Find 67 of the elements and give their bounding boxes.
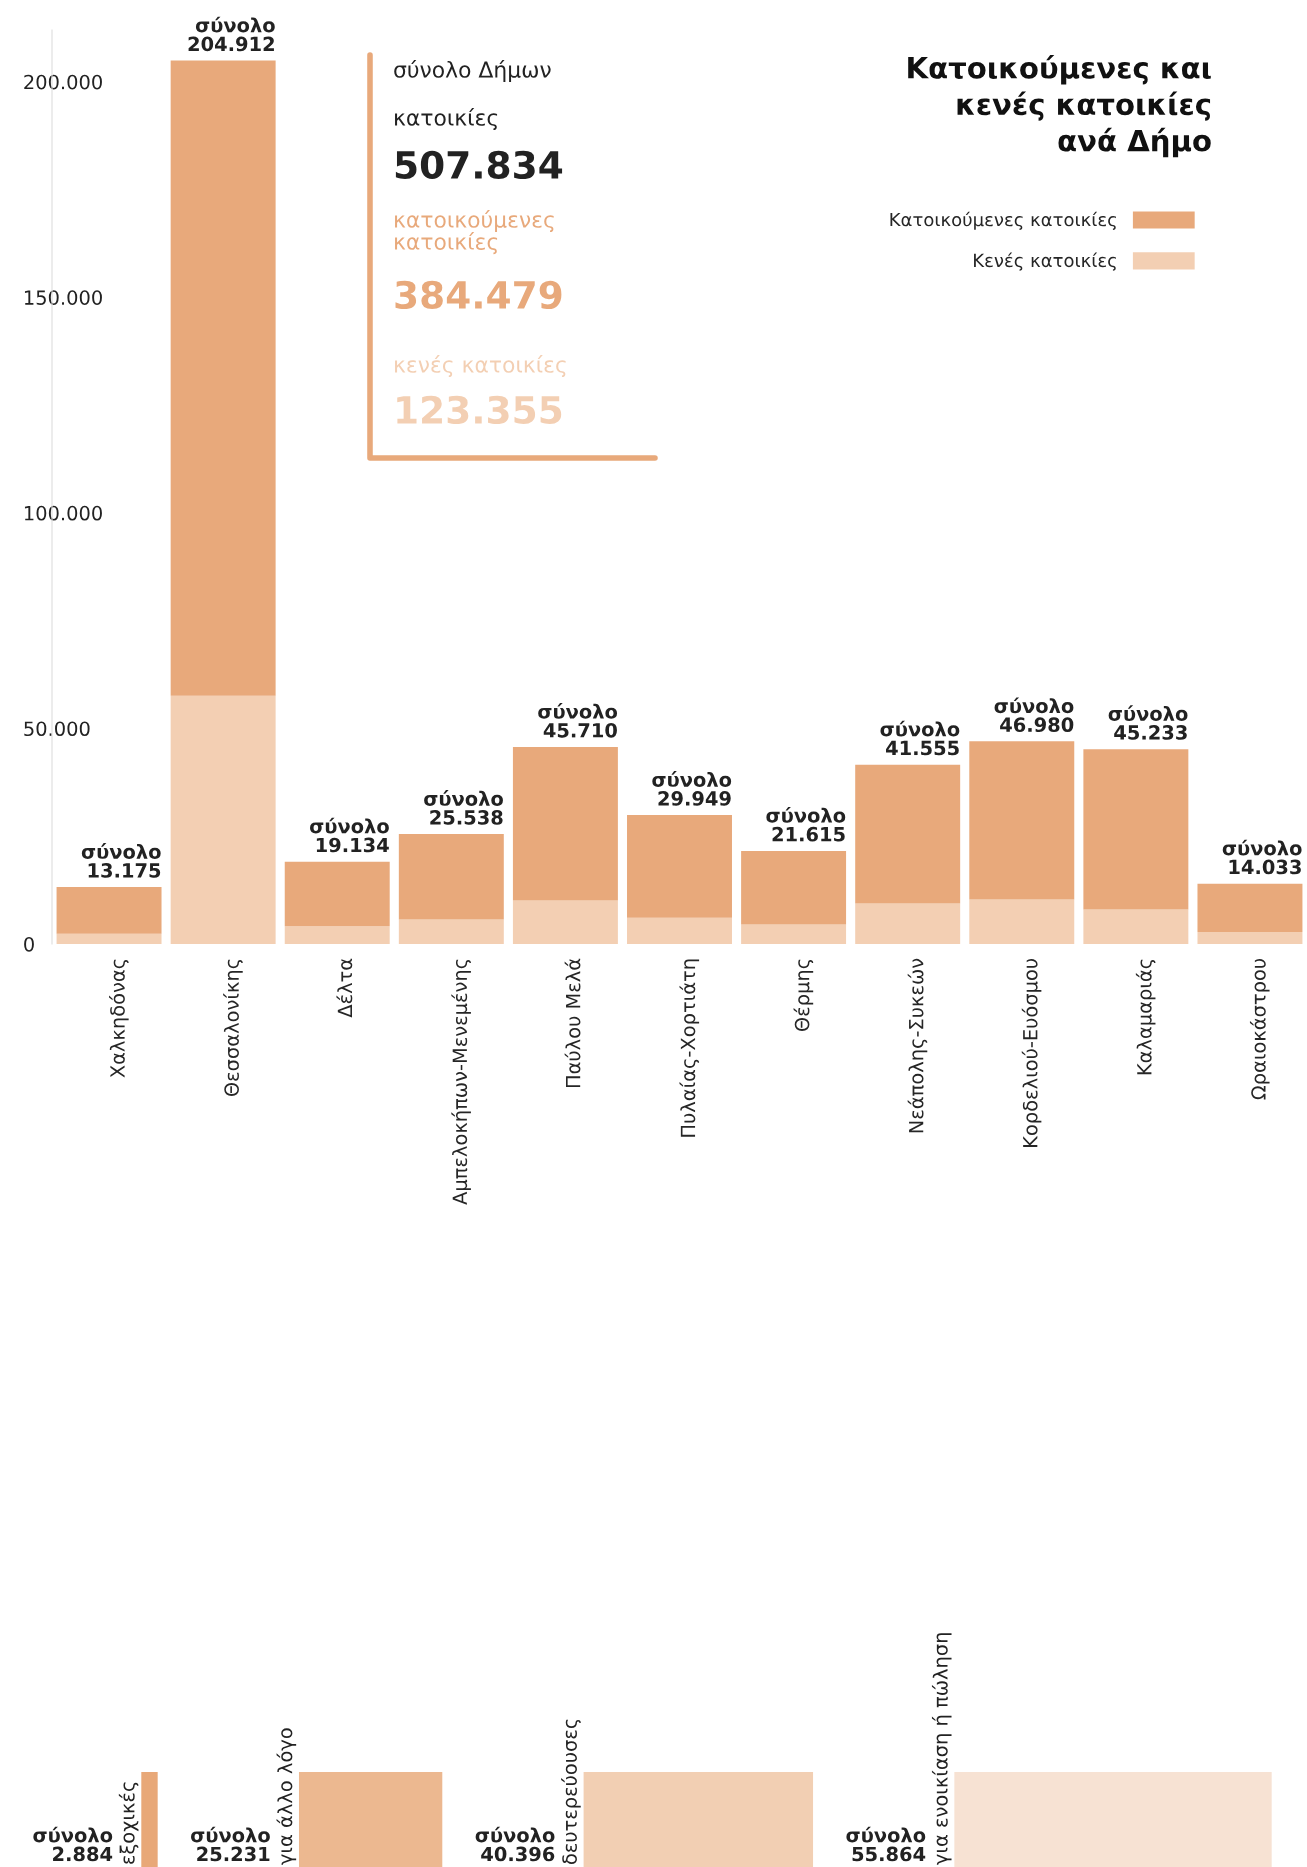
bar bbox=[284, 861, 390, 927]
category-label: εξοχικές bbox=[118, 1782, 139, 1864]
x-tick-label: Θέρμης bbox=[793, 959, 814, 1032]
total-label: σύνολο 29.949 bbox=[652, 771, 732, 806]
bar bbox=[1083, 909, 1189, 944]
bar bbox=[969, 899, 1075, 944]
bar bbox=[56, 933, 162, 944]
x-tick-label: Νεάπολης-Συκεών bbox=[907, 958, 928, 1133]
total-label: σύνολο 25.538 bbox=[424, 790, 503, 825]
y-tick-label: 0 bbox=[24, 936, 34, 952]
bar bbox=[741, 850, 847, 925]
y-tick-label: 50.000 bbox=[24, 721, 90, 737]
bar bbox=[969, 741, 1075, 900]
bar bbox=[1083, 749, 1189, 910]
y-tick-label: 200.000 bbox=[24, 74, 102, 90]
annotation: κατοικίες bbox=[395, 108, 498, 131]
bar bbox=[170, 695, 276, 944]
bar bbox=[855, 903, 961, 944]
x-tick-label: Πυλαίας-Χορτιάτη bbox=[679, 959, 700, 1137]
category-label: για ενοικίαση ή πώληση bbox=[931, 1633, 952, 1865]
bar bbox=[512, 746, 618, 901]
bar bbox=[741, 924, 847, 944]
x-tick-label: Θεσσαλονίκης bbox=[223, 959, 243, 1097]
x-tick-label: Ωραιοκάστρου bbox=[1249, 959, 1270, 1100]
legend-label: Κατοικούμενες κατοικίες bbox=[890, 211, 1116, 230]
bar bbox=[398, 919, 504, 944]
data-label: σύνολο 55.864 bbox=[846, 1826, 926, 1862]
bar bbox=[56, 887, 162, 934]
category-label: δευτερεύουσες bbox=[561, 1719, 581, 1865]
legend-label: Κενές κατοικίες bbox=[974, 252, 1116, 271]
data-label: σύνολο 2.884 bbox=[33, 1826, 113, 1862]
bar bbox=[398, 834, 504, 920]
annotation: 507.834 bbox=[395, 150, 563, 180]
total-label: σύνολο 21.615 bbox=[766, 806, 846, 842]
x-tick-label: Αμπελοκήπων-Μενεμένης bbox=[451, 959, 471, 1205]
data-label: σύνολο 40.396 bbox=[475, 1826, 555, 1862]
bar bbox=[855, 764, 961, 904]
x-tick-label: Χαλκηδόνας bbox=[109, 959, 129, 1078]
total-label: σύνολο 19.134 bbox=[310, 817, 389, 853]
total-label: σύνολο 14.033 bbox=[1222, 839, 1302, 875]
annotation: κατοικούμενες κατοικίες bbox=[395, 210, 554, 255]
y-tick-label: 100.000 bbox=[24, 505, 102, 521]
total-label: σύνολο 41.555 bbox=[880, 720, 960, 756]
x-tick-label: Κορδελιού-Ευόσμου bbox=[1021, 959, 1042, 1147]
bar bbox=[627, 815, 732, 918]
total-label: σύνολο 204.912 bbox=[188, 16, 275, 52]
text: Κατοικούμενες και κενές κατοικίες ανά Δήμο bbox=[908, 55, 1211, 158]
bar bbox=[512, 900, 618, 944]
total-label: σύνολο 13.175 bbox=[81, 843, 161, 878]
annotation: 123.355 bbox=[397, 395, 562, 425]
y-tick-label: 150.000 bbox=[24, 290, 102, 305]
data-label: σύνολο 25.231 bbox=[191, 1826, 270, 1862]
x-tick-label: Παύλου Μελά bbox=[564, 958, 581, 1088]
x-tick-label: Δέλτα bbox=[336, 958, 353, 1018]
annotation: σύνολο Δήμων bbox=[394, 60, 551, 83]
bar bbox=[170, 60, 276, 696]
bar bbox=[1197, 931, 1303, 944]
bar bbox=[284, 926, 390, 944]
total-label: σύνολο 46.980 bbox=[994, 697, 1074, 733]
total-label: σύνολο 45.233 bbox=[1108, 705, 1188, 740]
total-label: σύνολο 45.710 bbox=[538, 703, 618, 738]
annotation: 384.479 bbox=[395, 280, 562, 310]
category-label: για άλλο λόγο bbox=[276, 1728, 297, 1865]
bar bbox=[627, 917, 732, 944]
annotation: κενές κατοικίες bbox=[395, 355, 566, 378]
bar bbox=[1197, 883, 1303, 932]
x-tick-label: Καλαμαριάς bbox=[1135, 959, 1156, 1075]
